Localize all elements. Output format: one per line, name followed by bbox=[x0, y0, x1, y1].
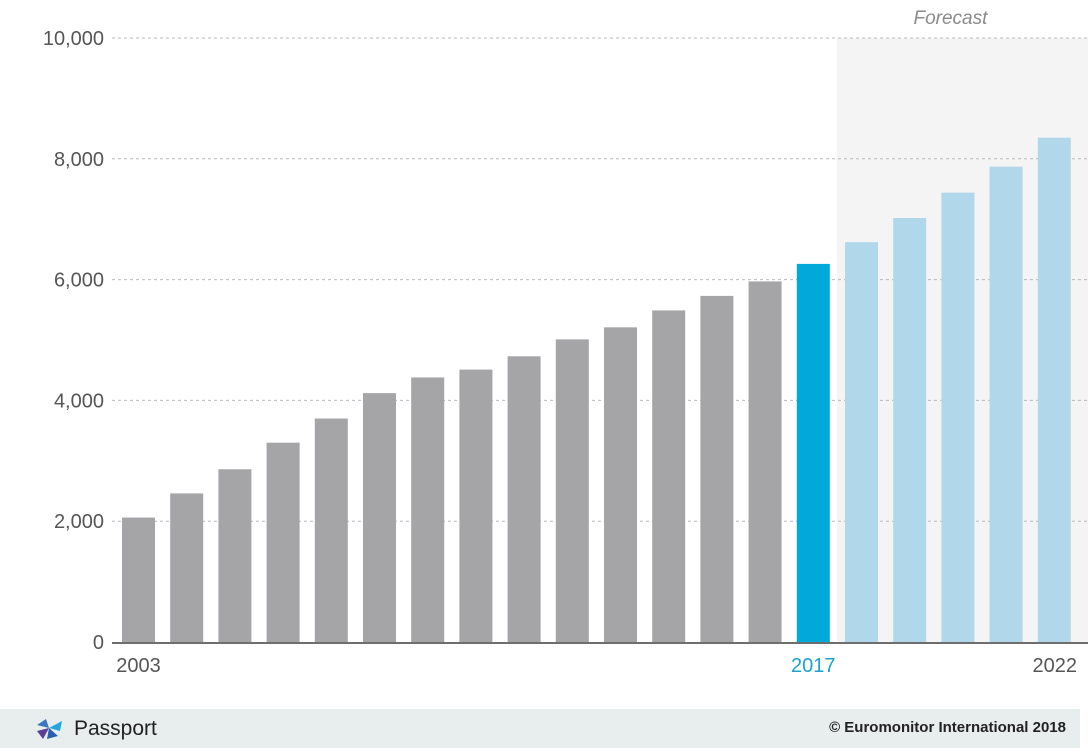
x-tick-label-2017: 2017 bbox=[791, 655, 836, 677]
bar-2019 bbox=[893, 217, 927, 642]
bar-2020 bbox=[941, 192, 975, 642]
footer-bar: Passport © Euromonitor International 201… bbox=[0, 709, 1080, 748]
bar-chart: Forecast 0 2,000 4,000 6,000 8,000 10,000 200… bbox=[43, 8, 1088, 677]
x-tick-label-2022: 2022 bbox=[1033, 655, 1078, 677]
bar-2007 bbox=[314, 418, 348, 642]
brand-name: Passport bbox=[74, 717, 157, 740]
bar-2014 bbox=[652, 310, 686, 642]
y-tick-label: 0 bbox=[93, 632, 104, 654]
bar-2008 bbox=[363, 393, 396, 642]
bar-2004 bbox=[170, 493, 204, 642]
y-tick-label: 2,000 bbox=[54, 511, 104, 533]
passport-logo-icon bbox=[37, 719, 62, 739]
y-tick-label: 10,000 bbox=[43, 28, 104, 50]
bar-2013 bbox=[604, 327, 637, 642]
y-tick-label: 8,000 bbox=[54, 149, 104, 171]
bar-2016 bbox=[748, 281, 782, 642]
copyright-text: © Euromonitor International 2018 bbox=[829, 719, 1066, 736]
y-tick-label: 6,000 bbox=[54, 270, 104, 292]
bar-2018 bbox=[845, 242, 878, 643]
bars bbox=[122, 137, 1071, 643]
x-axis-tick-labels: 2003 2017 2022 bbox=[116, 655, 1077, 677]
x-tick-label-2003: 2003 bbox=[116, 655, 161, 677]
bar-2009 bbox=[411, 377, 445, 642]
bar-2011 bbox=[507, 356, 541, 642]
passport-brand: Passport bbox=[34, 716, 157, 742]
bar-2005 bbox=[218, 469, 252, 642]
bar-2003 bbox=[122, 517, 155, 642]
y-axis-tick-labels: 0 2,000 4,000 6,000 8,000 10,000 bbox=[43, 28, 104, 654]
bar-2017 bbox=[796, 263, 830, 642]
bar-2015 bbox=[700, 295, 734, 642]
bar-2006 bbox=[266, 442, 300, 642]
forecast-label: Forecast bbox=[913, 8, 988, 29]
bar-2021 bbox=[989, 166, 1023, 643]
bar-2010 bbox=[459, 369, 493, 642]
bar-2022 bbox=[1037, 137, 1071, 642]
bar-2012 bbox=[555, 339, 589, 642]
y-tick-label: 4,000 bbox=[54, 390, 104, 412]
